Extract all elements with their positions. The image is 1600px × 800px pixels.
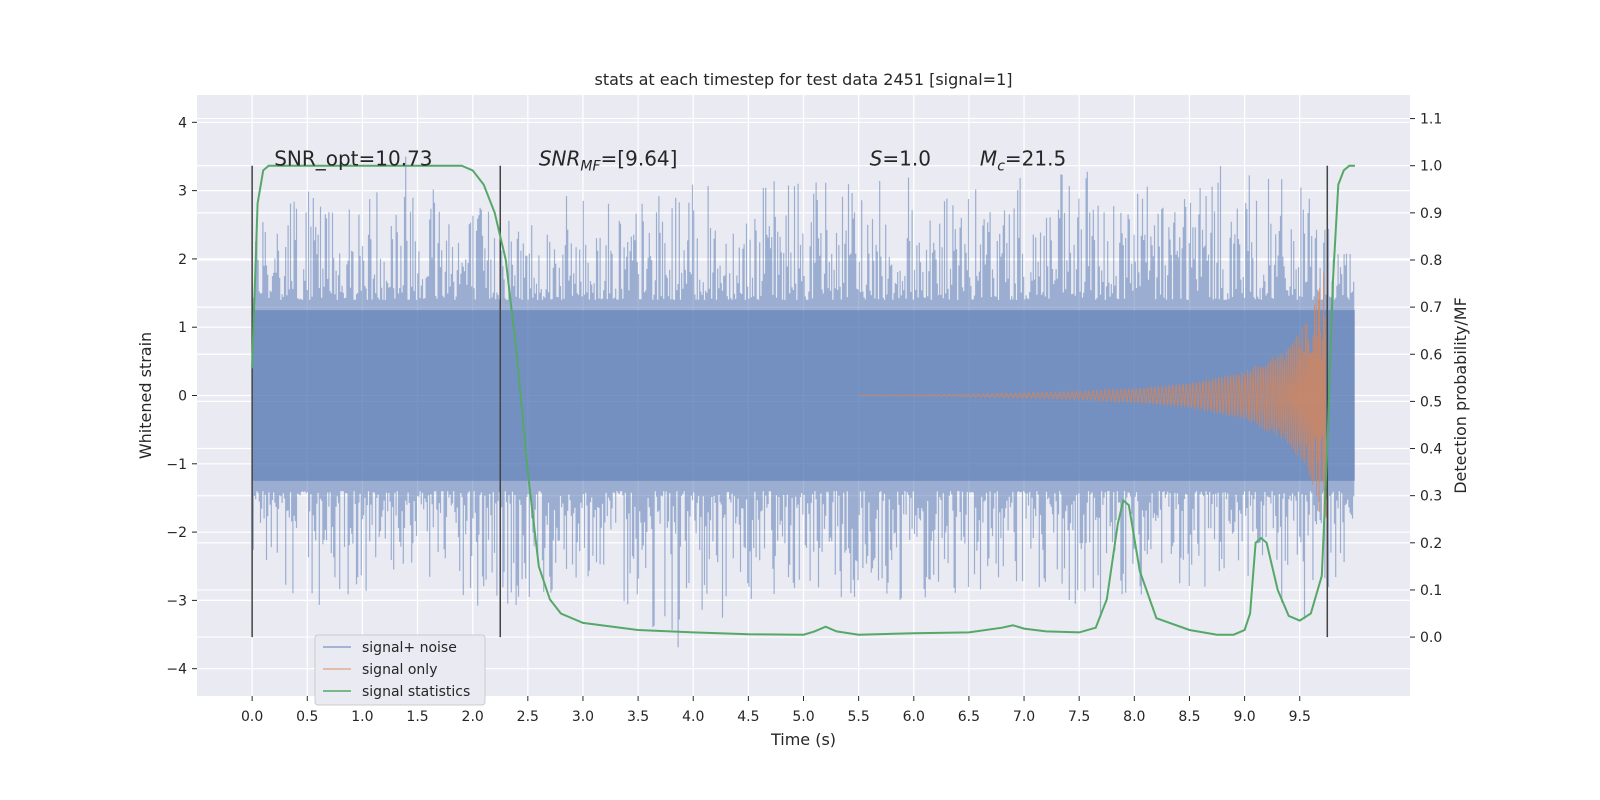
x-tick-label: 4.5 [737, 709, 759, 725]
x-tick-label: 5.5 [848, 709, 870, 725]
x-tick-label: 9.5 [1289, 709, 1311, 725]
x-tick-label: 3.5 [627, 709, 649, 725]
y2-tick-label: 0.0 [1420, 630, 1442, 646]
x-tick-label: 8.0 [1123, 709, 1145, 725]
x-tick-label: 6.0 [903, 709, 925, 725]
x-tick-label: 1.0 [351, 709, 373, 725]
y2-axis-label: Detection probability/MF [1451, 297, 1470, 494]
annotation-s: S=1.0 [870, 147, 931, 171]
chart-title: stats at each timestep for test data 245… [594, 70, 1012, 89]
y2-tick-label: 1.1 [1420, 112, 1442, 128]
x-tick-labels: 0.0 0.5 1.0 1.5 2.0 2.5 3.0 3.5 4.0 4.5 5.0 5.5 6.0 6… [241, 709, 1311, 725]
x-tick-label: 5.0 [792, 709, 814, 725]
y-tick-label: 2 [178, 252, 187, 268]
x-tick-label: 0.5 [296, 709, 318, 725]
y-tick-label: −3 [166, 593, 187, 609]
annotation-snr-mf: SNRMF=[9.64] [539, 147, 678, 175]
annotation-mc: Mc=21.5 [980, 147, 1066, 175]
chirp-trace [858, 272, 1328, 530]
x-tick-label: 7.5 [1068, 709, 1090, 725]
x-tick-label: 6.5 [958, 709, 980, 725]
annotations: SNR_opt=10.73 SNRMF=[9.64] S=1.0 Mc=21.5 [274, 147, 1066, 175]
signal-only-series [858, 272, 1328, 530]
legend: signal+ noise signal only signal statist… [314, 634, 486, 706]
y-tick-label: 1 [178, 320, 187, 336]
y2-tick-label: 0.4 [1420, 442, 1442, 458]
y-tick-label: −2 [166, 525, 187, 541]
x-tick-label: 0.0 [241, 709, 263, 725]
annotation-snr-opt: SNR_opt=10.73 [274, 147, 432, 171]
y-axis-label: Whitened strain [136, 332, 155, 459]
x-tick-label: 9.0 [1233, 709, 1255, 725]
x-tick-label: 7.0 [1013, 709, 1035, 725]
legend-label-signal-noise: signal+ noise [362, 640, 457, 656]
y2-tick-label: 1.0 [1420, 159, 1442, 175]
y2-tick-label: 0.1 [1420, 583, 1442, 599]
y-tick-label: 0 [178, 389, 187, 405]
y-tick-label: −1 [166, 457, 187, 473]
signal-statistics-line [251, 164, 1355, 636]
y2-tick-label: 0.3 [1420, 489, 1442, 505]
x-tick-label: 1.5 [406, 709, 428, 725]
x-tick-label: 3.0 [572, 709, 594, 725]
y2-tick-label: 0.9 [1420, 206, 1442, 222]
segment-markers [251, 165, 1329, 638]
y2-tick-label: 0.5 [1420, 394, 1442, 410]
y-tick-label: 3 [178, 184, 187, 200]
legend-label-signal-only: signal only [362, 662, 437, 678]
y2-tick-labels: 0.0 0.1 0.2 0.3 0.4 0.5 0.6 0.7 0.8 0.9 1.0 1.1 [1420, 112, 1442, 647]
x-tick-label: 4.0 [682, 709, 704, 725]
x-tick-label: 2.0 [462, 709, 484, 725]
y-tick-label: 4 [178, 115, 187, 131]
y-tick-label: −4 [166, 662, 187, 678]
legend-box [314, 634, 486, 706]
legend-label-signal-statistics: signal statistics [362, 684, 470, 700]
x-tick-label: 8.5 [1178, 709, 1200, 725]
signal-noise-series [251, 156, 1355, 648]
x-axis-label: Time (s) [770, 730, 836, 749]
y2-tick-label: 0.2 [1420, 536, 1442, 552]
y2-tick-label: 0.6 [1420, 347, 1442, 363]
y2-tick-label: 0.7 [1420, 300, 1442, 316]
x-tick-label: 2.5 [517, 709, 539, 725]
y2-tick-label: 0.8 [1420, 253, 1442, 269]
y-tick-labels: −4 −3 −2 −1 0 1 2 3 4 [166, 115, 187, 677]
